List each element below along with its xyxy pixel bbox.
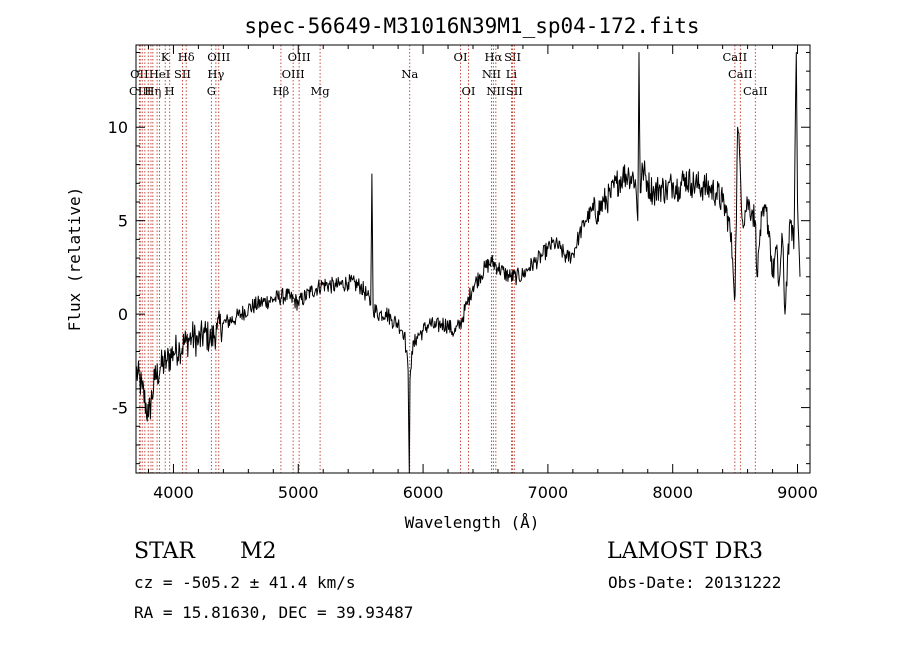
- marker-label: Hδ: [178, 50, 195, 64]
- marker-label: Mg: [311, 84, 331, 98]
- marker-label: SII: [174, 67, 191, 81]
- y-tick-label: -5: [112, 399, 128, 418]
- marker-label: Hη: [144, 84, 161, 98]
- x-axis-label: Wavelength (Å): [405, 513, 540, 532]
- marker-label: NII: [482, 67, 501, 81]
- marker-label: NII: [486, 84, 505, 98]
- spectrum-series: [135, 52, 801, 474]
- observation-date: Obs-Date: 20131222: [608, 573, 782, 592]
- x-tick-label: 5000: [278, 483, 319, 502]
- marker-label: G: [207, 84, 216, 98]
- coordinates: RA = 15.81630, DEC = 39.93487: [134, 603, 414, 622]
- marker-label: K: [161, 50, 170, 64]
- marker-label: OI: [462, 84, 476, 98]
- redshift-cz: cz = -505.2 ± 41.4 km/s: [134, 573, 356, 592]
- marker-label: OII: [130, 67, 149, 81]
- object-class: STAR: [134, 539, 195, 564]
- marker-label: Hα: [484, 50, 502, 64]
- y-tick-label: 5: [118, 212, 128, 231]
- marker-label: OI: [454, 50, 468, 64]
- marker-label: Hβ: [273, 84, 290, 98]
- marker-label: SII: [506, 84, 523, 98]
- marker-label: Li: [506, 67, 518, 81]
- x-tick-label: 4000: [153, 483, 194, 502]
- marker-label: CIII: [129, 84, 151, 98]
- x-tick-label: 7000: [528, 483, 569, 502]
- marker-label: HeI: [149, 67, 170, 81]
- marker-label: CaII: [728, 67, 753, 81]
- axis-ticks: 4000 5000 6000 7000 8000 9000 -5 0 5 10: [108, 45, 818, 502]
- x-tick-label: 8000: [652, 483, 693, 502]
- x-tick-label: 9000: [777, 483, 818, 502]
- marker-label: H: [165, 84, 175, 98]
- object-subclass: M2: [240, 539, 277, 564]
- marker-label: SII: [504, 50, 521, 64]
- plot-frame: [135, 44, 811, 474]
- marker-label: Hγ: [207, 67, 224, 81]
- y-tick-label: 10: [108, 118, 128, 137]
- y-tick-label: 0: [118, 305, 128, 324]
- chart-title: spec-56649-M31016N39M1_sp04-172.fits: [244, 14, 699, 38]
- spectrum-line: [135, 52, 801, 474]
- marker-label: CaII: [743, 84, 768, 98]
- x-tick-label: 6000: [403, 483, 444, 502]
- marker-label: OIII: [282, 67, 305, 81]
- y-axis-label: Flux (relative): [65, 187, 84, 332]
- survey-name: LAMOST DR3: [607, 539, 763, 564]
- marker-label: OIII: [288, 50, 311, 64]
- marker-label: Na: [401, 67, 418, 81]
- marker-label: CaII: [722, 50, 747, 64]
- marker-label: OIII: [207, 50, 230, 64]
